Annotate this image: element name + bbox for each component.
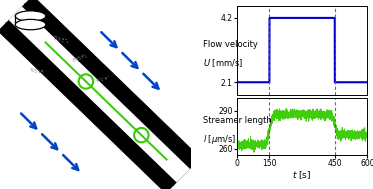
Polygon shape — [0, 0, 201, 189]
Ellipse shape — [15, 11, 46, 21]
Text: Flow velocity: Flow velocity — [203, 40, 258, 49]
Polygon shape — [9, 6, 190, 183]
Ellipse shape — [15, 19, 46, 30]
Text: $l$ [$\mu$m/s]: $l$ [$\mu$m/s] — [203, 133, 237, 146]
Text: Streamer length: Streamer length — [203, 116, 272, 125]
X-axis label: $t$ [s]: $t$ [s] — [292, 170, 312, 181]
Text: $U$ [mm/s]: $U$ [mm/s] — [203, 57, 244, 69]
